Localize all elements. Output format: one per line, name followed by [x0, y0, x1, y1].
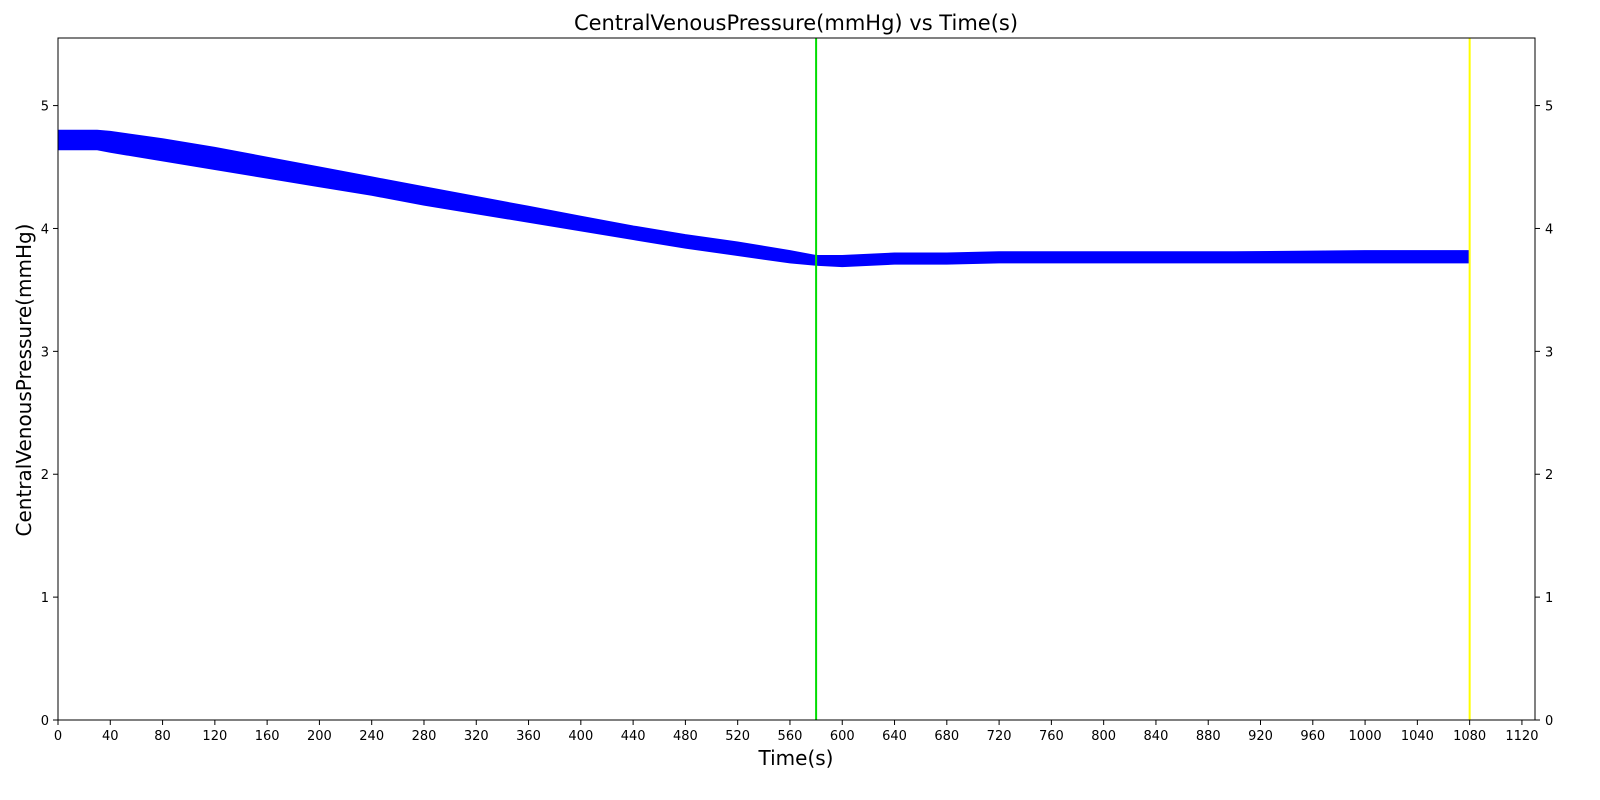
x-tick-label: 1040	[1401, 729, 1434, 744]
x-tick-label: 120	[202, 729, 227, 744]
x-tick-label: 640	[882, 729, 907, 744]
x-tick-label: 1000	[1349, 729, 1382, 744]
y-tick-label-right: 2	[1545, 468, 1553, 483]
x-tick-label: 160	[255, 729, 280, 744]
y-tick-label-right: 3	[1545, 345, 1553, 360]
x-tick-label: 200	[307, 729, 332, 744]
x-tick-label: 560	[778, 729, 803, 744]
plot-area	[57, 37, 1536, 721]
y-tick-label: 2	[41, 468, 49, 483]
x-axis-label: Time(s)	[758, 746, 834, 770]
x-tick-label: 480	[673, 729, 698, 744]
x-tick-label: 760	[1039, 729, 1064, 744]
y-tick-label-right: 1	[1545, 591, 1553, 606]
x-tick-label: 840	[1144, 729, 1169, 744]
y-axis-label: CentralVenousPressure(mmHg)	[12, 224, 36, 537]
x-tick-label: 440	[621, 729, 646, 744]
x-tick-label: 80	[154, 729, 171, 744]
y-tick-label: 5	[41, 100, 49, 115]
x-tick-label: 720	[987, 729, 1012, 744]
x-tick-label: 0	[54, 729, 62, 744]
x-tick-label: 1120	[1505, 729, 1538, 744]
x-tick-label: 320	[464, 729, 489, 744]
x-tick-label: 600	[830, 729, 855, 744]
x-tick-label: 520	[725, 729, 750, 744]
series-band-0	[57, 129, 1471, 268]
x-tick-label: 680	[934, 729, 959, 744]
y-tick-label: 0	[41, 714, 49, 729]
x-tick-label: 880	[1196, 729, 1221, 744]
y-tick-label-right: 4	[1545, 222, 1553, 237]
axes-frame	[57, 37, 1536, 721]
chart-title: CentralVenousPressure(mmHg) vs Time(s)	[574, 11, 1018, 35]
y-tick-label-right: 0	[1545, 714, 1553, 729]
y-tick-label: 1	[41, 591, 49, 606]
x-tick-label: 240	[359, 729, 384, 744]
y-tick-label-right: 5	[1545, 100, 1553, 115]
x-tick-label: 920	[1248, 729, 1273, 744]
x-tick-label: 280	[412, 729, 437, 744]
x-tick-label: 1080	[1453, 729, 1486, 744]
y-axis-ticks: 0 1 2 3 4 5	[41, 100, 58, 729]
x-tick-label: 360	[516, 729, 541, 744]
x-tick-label: 40	[102, 729, 119, 744]
y-tick-label: 4	[41, 222, 49, 237]
x-axis-ticks: 0 40 80 120 160 200 240 280 320 360 400 440 480 520 56…	[54, 720, 1538, 744]
x-tick-label: 400	[568, 729, 593, 744]
y-tick-label: 3	[41, 345, 49, 360]
x-tick-label: 960	[1300, 729, 1325, 744]
x-tick-label: 800	[1091, 729, 1116, 744]
y-axis-ticks-right: 0 1 2 3 4 5	[1535, 100, 1553, 729]
